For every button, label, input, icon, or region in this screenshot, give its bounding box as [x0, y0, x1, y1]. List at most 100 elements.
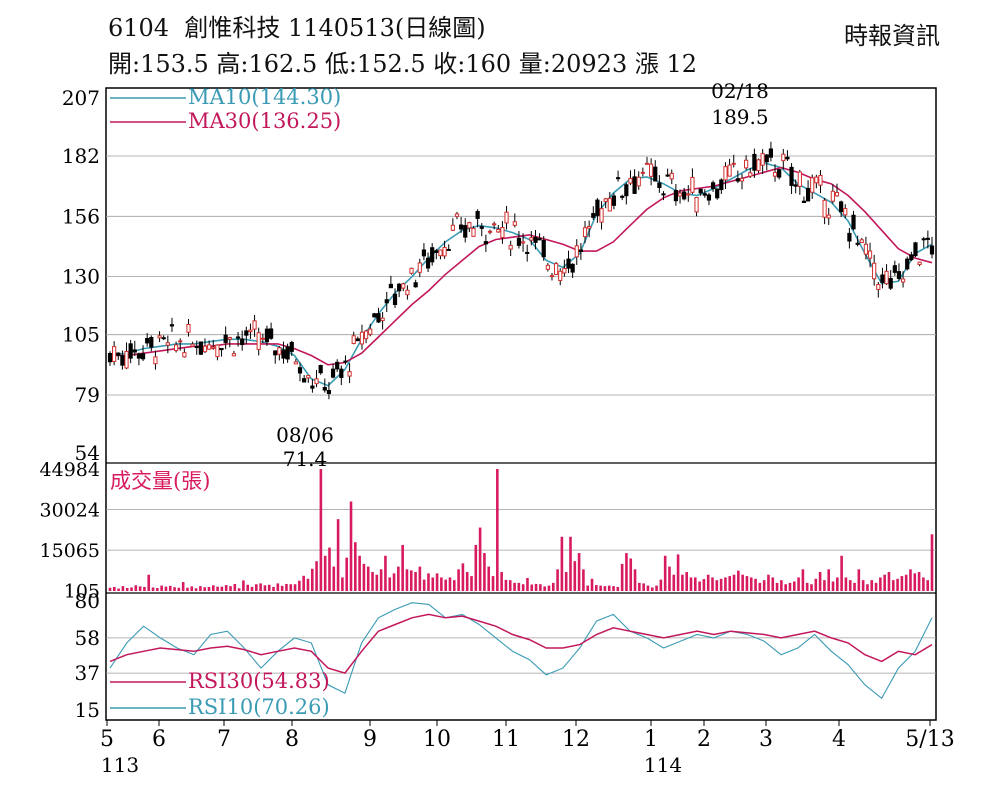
candle-body — [686, 193, 691, 196]
volume-bar — [259, 583, 262, 591]
volume-bar — [211, 585, 215, 591]
candle-body — [231, 353, 237, 357]
volume-bar — [719, 578, 723, 591]
volume-bar — [125, 588, 129, 591]
candle-body — [847, 232, 852, 242]
volume-bar — [349, 501, 353, 591]
candle-body — [459, 224, 464, 230]
candle-body — [322, 387, 327, 391]
candle-body — [888, 277, 893, 289]
candle-body — [677, 192, 683, 197]
volume-bar — [840, 555, 843, 591]
volume-bar — [199, 586, 202, 591]
volume-title: 成交量(張) — [110, 469, 210, 493]
candle-body — [219, 347, 224, 351]
candle-body — [628, 177, 633, 184]
candle-body — [434, 250, 439, 253]
volume-bar — [681, 574, 684, 591]
y-tick-label: 80 — [75, 589, 100, 613]
candle-body — [859, 239, 864, 244]
volume-bar — [121, 586, 125, 591]
candle-body — [149, 337, 154, 348]
candle-body — [690, 176, 695, 193]
volume-bar — [138, 586, 142, 591]
volume-bar — [379, 569, 383, 591]
volume-bar — [909, 569, 912, 591]
candle-body — [516, 237, 522, 246]
candle-body — [843, 208, 848, 216]
candle-body — [182, 352, 187, 358]
candle-body — [607, 197, 612, 212]
volume-bar — [612, 586, 615, 591]
candle-body — [665, 174, 670, 177]
volume-bar — [827, 569, 831, 591]
volume-bar — [754, 578, 757, 591]
x-tick-label: 6 — [152, 727, 166, 752]
volume-bar — [616, 586, 620, 591]
candle-body — [785, 156, 790, 160]
volume-bar — [672, 574, 676, 591]
volume-bar — [517, 582, 521, 591]
candle-body — [702, 193, 707, 196]
plot-frame — [105, 87, 937, 721]
volume-bar — [384, 555, 387, 591]
candle-body — [140, 353, 146, 360]
candle-body — [822, 199, 827, 218]
volume-bar — [143, 586, 146, 591]
candle-body — [595, 199, 600, 216]
volume-bar — [732, 574, 736, 591]
volume-bar — [706, 574, 710, 591]
candle-body — [500, 227, 505, 238]
candle-body — [929, 245, 935, 255]
volume-bar — [805, 582, 809, 591]
volume-bar — [715, 580, 719, 591]
candle-body — [310, 385, 315, 389]
volume-bar — [181, 582, 185, 591]
candle-body — [541, 239, 546, 258]
y-tick-label: 79 — [75, 383, 100, 407]
candle-body — [438, 249, 443, 257]
rsi-panel: 80 58 37 15 RSI30(54.83)RSI10(70.26) — [75, 589, 936, 722]
candle-body — [830, 190, 835, 202]
volume-bar — [224, 585, 228, 591]
price-panel: 207 182 156 130 105 79 54 MA10(144.30)MA30(136.… — [62, 79, 936, 471]
volume-bar — [358, 555, 361, 591]
candle-body — [810, 177, 815, 193]
candle-body — [145, 338, 150, 344]
candle-body — [446, 248, 451, 251]
volume-bar — [418, 566, 422, 591]
y-tick-label: 182 — [62, 144, 100, 168]
x-tick-label: 5 — [100, 727, 114, 752]
candle-body — [124, 350, 129, 369]
volume-bar — [448, 577, 452, 591]
volume-bar — [392, 573, 396, 591]
candle-body — [297, 367, 303, 374]
y-tick-label: 105 — [62, 323, 100, 347]
candle-body — [710, 182, 716, 190]
volume-bar — [676, 554, 680, 591]
candle-body — [372, 313, 377, 318]
candle-body — [388, 283, 393, 289]
volume-bar — [362, 563, 366, 591]
volume-bar — [590, 578, 594, 591]
volume-bar — [607, 585, 611, 591]
candle-body — [529, 237, 534, 241]
candle-body — [764, 154, 769, 163]
volume-bar — [427, 573, 430, 591]
candle-body — [876, 283, 881, 290]
volume-bar — [440, 577, 443, 591]
volume-bar — [366, 566, 370, 591]
volume-bar — [891, 580, 895, 591]
candle-body — [442, 247, 447, 257]
volume-bar — [491, 576, 495, 591]
volume-bar — [595, 585, 598, 591]
candle-body — [268, 328, 274, 339]
candle-body — [471, 227, 476, 237]
candle-body — [335, 361, 340, 370]
candle-body — [768, 148, 774, 158]
volume-bar — [431, 577, 435, 591]
volume-bar — [280, 585, 284, 591]
candle-body — [107, 352, 113, 363]
volume-bar — [836, 577, 839, 591]
candle-body — [896, 271, 902, 279]
